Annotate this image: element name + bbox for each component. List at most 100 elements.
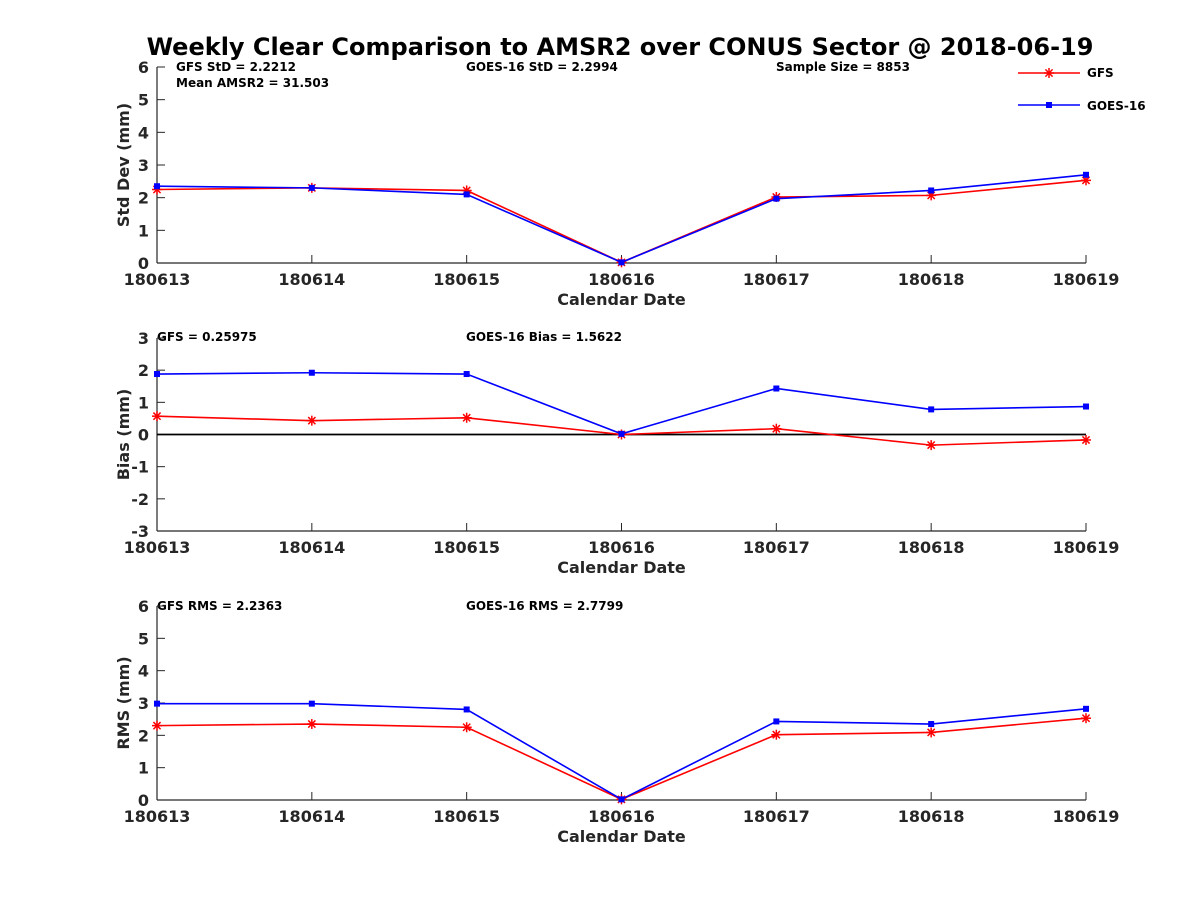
legend-gfs-marker (1044, 68, 1054, 78)
rms-y-axis-label: RMS (mm) (114, 656, 133, 749)
panel-bias: GFS = 0.25975 GOES-16 Bias = 1.5622 -3 -2… (114, 329, 1119, 577)
bias-gfs-point (306, 415, 317, 426)
bias-x-axis-label: Calendar Date (557, 558, 686, 577)
bias-goes-line (156, 371, 1087, 435)
std-dev-goes-point (463, 191, 470, 198)
rms-x-tick-label: 180615 (433, 807, 500, 826)
bias-y-tick-label: 1 (138, 393, 149, 412)
std-dev-x-tick-label: 180613 (124, 270, 191, 289)
bias-x-tick-label: 180617 (743, 538, 810, 557)
gfs-bias-annotation: GFS = 0.25975 (157, 330, 257, 344)
legend-goes-marker (1046, 102, 1052, 108)
rms-y-tick-label: 0 (138, 791, 149, 810)
legend-gfs-asterisk (1044, 68, 1054, 78)
std-dev-y-axis-label: Std Dev (mm) (114, 103, 133, 227)
bias-gfs-point (771, 423, 782, 434)
gfs-std-annotation: GFS StD = 2.2212 (176, 60, 296, 74)
std-dev-goes-point (928, 187, 935, 194)
std-dev-y-tick-label: 2 (138, 189, 149, 208)
bias-gfs-point (152, 411, 162, 422)
bias-gfs-point (926, 440, 937, 451)
bias-goes-point (773, 385, 780, 392)
rms-gfs-point (1081, 713, 1091, 724)
bias-x-tick-label: 180615 (433, 538, 500, 557)
mean-amsr2-annotation: Mean AMSR2 = 31.503 (176, 76, 329, 90)
std-dev-y-tick-label: 0 (138, 254, 149, 273)
bias-y-tick-label: -2 (131, 490, 149, 509)
rms-x-tick-label: 180614 (278, 807, 345, 826)
rms-y-tick-label: 3 (138, 694, 149, 713)
goes-bias-annotation: GOES-16 Bias = 1.5622 (466, 330, 622, 344)
std-dev-gfs-point (1081, 175, 1091, 186)
std-dev-x-tick-label: 180618 (898, 270, 965, 289)
bias-gfs-point (1081, 434, 1091, 445)
rms-goes-line (157, 702, 1087, 801)
rms-y-tick-label: 4 (138, 662, 149, 681)
std-dev-y-tick-label: 6 (138, 58, 149, 77)
rms-gfs-point (771, 729, 782, 740)
bias-y-tick-label: 2 (138, 361, 149, 380)
chart-title: Weekly Clear Comparison to AMSR2 over CO… (147, 33, 1094, 61)
rms-goes-point (618, 796, 625, 803)
rms-gfs-line (156, 717, 1087, 801)
rms-y-tick-label: 5 (138, 629, 149, 648)
rms-x-tick-label: 180618 (898, 807, 965, 826)
rms-gfs-point (461, 722, 472, 733)
rms-goes-point (928, 721, 935, 728)
rms-y-tick-label: 6 (138, 597, 149, 616)
legend-gfs-label: GFS (1087, 66, 1114, 80)
bias-goes-point (154, 371, 160, 378)
rms-x-tick-label: 180616 (588, 807, 655, 826)
std-dev-goes-point (308, 184, 315, 191)
bias-goes-point (618, 430, 625, 437)
rms-gfs-point (152, 720, 162, 731)
std-dev-y-tick-label: 4 (138, 123, 149, 142)
std-dev-y-tick-label: 5 (138, 91, 149, 110)
rms-y-tick-label: 1 (138, 759, 149, 778)
std-dev-goes-line (156, 174, 1087, 264)
goes-rms-annotation: GOES-16 RMS = 2.7799 (466, 599, 623, 613)
bias-y-tick-label: 3 (138, 329, 149, 348)
rms-x-tick-label: 180619 (1053, 807, 1120, 826)
rms-goes-point (1083, 705, 1089, 712)
bias-goes-point (308, 369, 315, 376)
bias-gfs-point (461, 412, 472, 423)
rms-x-tick-label: 180613 (124, 807, 191, 826)
rms-goes-point (308, 700, 315, 707)
panel-std-dev: GFS StD = 2.2212 Mean AMSR2 = 31.503 GOE… (114, 58, 1119, 309)
rms-y-tick-label: 2 (138, 726, 149, 745)
sample-size-annotation: Sample Size = 8853 (776, 60, 910, 74)
bias-y-tick-label: 0 (138, 426, 149, 445)
legend-goes-label: GOES-16 (1087, 99, 1146, 113)
rms-gfs-point (926, 727, 937, 738)
rms-goes-point (154, 700, 160, 707)
bias-goes-point (928, 406, 935, 413)
bias-x-tick-label: 180614 (278, 538, 345, 557)
std-dev-x-tick-label: 180616 (588, 270, 655, 289)
bias-y-axis-label: Bias (mm) (114, 389, 133, 481)
bias-goes-point (1083, 403, 1089, 410)
rms-x-axis-label: Calendar Date (557, 827, 686, 846)
rms-goes-point (773, 718, 780, 725)
legend: GFS GOES-16 (1018, 66, 1146, 113)
bias-goes-point (463, 371, 470, 378)
std-dev-goes-point (1083, 171, 1089, 178)
std-dev-goes-point (618, 259, 625, 266)
bias-x-tick-label: 180613 (124, 538, 191, 557)
rms-x-tick-label: 180617 (743, 807, 810, 826)
rms-goes-point (463, 706, 470, 713)
std-dev-x-tick-label: 180619 (1053, 270, 1120, 289)
gfs-rms-annotation: GFS RMS = 2.2363 (157, 599, 282, 613)
rms-gfs-point (306, 719, 317, 730)
panel-rms: GFS RMS = 2.2363 GOES-16 RMS = 2.7799 01… (114, 597, 1119, 846)
std-dev-x-axis-label: Calendar Date (557, 290, 686, 309)
std-dev-y-tick-label: 1 (138, 221, 149, 240)
bias-x-tick-label: 180619 (1053, 538, 1120, 557)
std-dev-gfs-line (156, 179, 1087, 264)
std-dev-x-tick-label: 180615 (433, 270, 500, 289)
bias-y-tick-label: -1 (131, 458, 149, 477)
std-dev-x-tick-label: 180614 (278, 270, 345, 289)
bias-x-tick-label: 180618 (898, 538, 965, 557)
std-dev-goes-point (154, 183, 160, 190)
